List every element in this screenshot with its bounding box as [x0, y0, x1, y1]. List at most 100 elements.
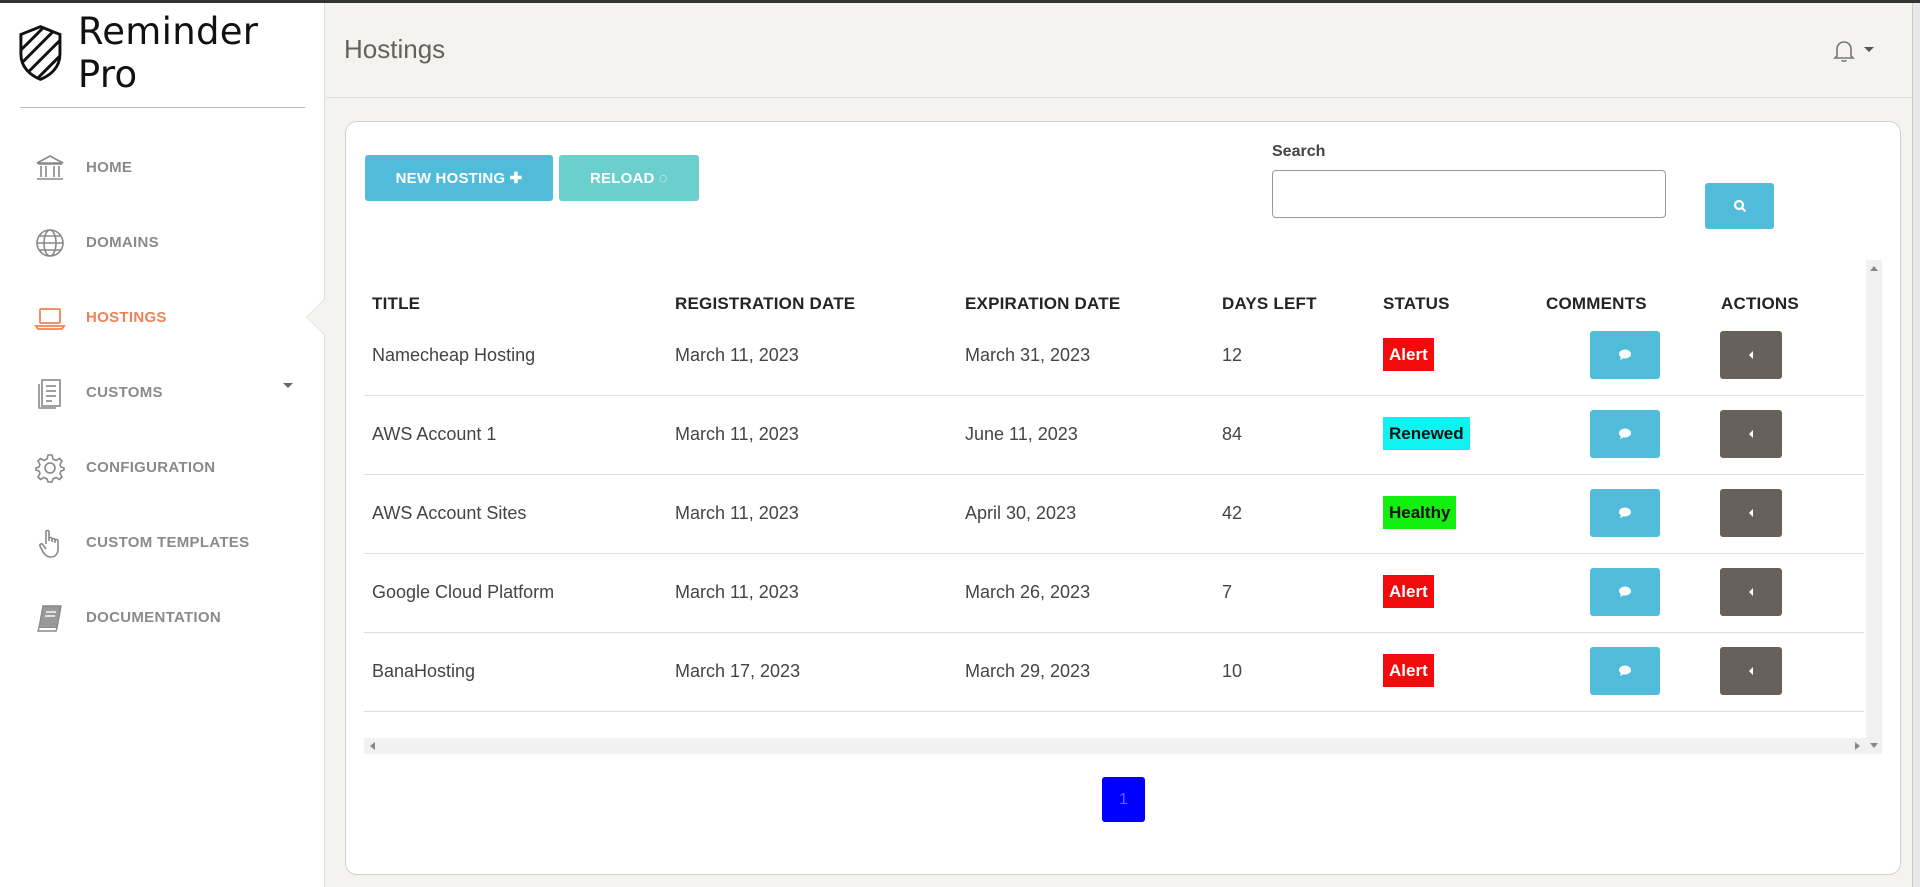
search-input[interactable] — [1272, 170, 1666, 218]
sidebar-item-documentation[interactable]: DOCUMENTATION — [0, 580, 325, 655]
table-horizontal-scrollbar[interactable] — [364, 738, 1866, 754]
table-header: TITLE REGISTRATION DATE EXPIRATION DATE … — [364, 260, 1864, 324]
comments-button[interactable] — [1590, 489, 1660, 537]
scroll-up-icon[interactable] — [1870, 266, 1878, 271]
actions-button[interactable] — [1720, 489, 1782, 537]
scroll-left-icon[interactable] — [370, 742, 375, 750]
table-row: BanaHosting March 17, 2023 March 29, 202… — [364, 633, 1864, 712]
cell-days-left: 10 — [1222, 661, 1243, 681]
caret-left-icon — [1749, 509, 1753, 517]
caret-left-icon — [1749, 667, 1753, 675]
sidebar-item-label: HOME — [86, 159, 133, 176]
status-badge: Alert — [1383, 575, 1434, 608]
gear-icon — [33, 451, 67, 485]
pointer-hand-icon — [33, 526, 67, 560]
sidebar-item-label: DOMAINS — [86, 234, 159, 251]
col-actions[interactable]: ACTIONS — [1721, 294, 1799, 313]
sidebar-item-label: CUSTOMS — [86, 384, 163, 401]
cell-days-left: 12 — [1222, 345, 1243, 365]
book-icon — [33, 601, 67, 635]
chevron-down-icon[interactable] — [283, 383, 293, 388]
col-status[interactable]: STATUS — [1383, 294, 1450, 313]
col-title[interactable]: TITLE — [372, 294, 421, 313]
sidebar-item-custom-templates[interactable]: CUSTOM TEMPLATES — [0, 505, 325, 580]
sidebar-item-home[interactable]: HOME — [0, 130, 325, 205]
page-scrollbar[interactable] — [1912, 3, 1920, 887]
col-comments[interactable]: COMMENTS — [1546, 294, 1647, 313]
status-badge: Alert — [1383, 338, 1434, 371]
sidebar-item-hostings[interactable]: HOSTINGS — [0, 280, 325, 355]
table-vertical-scrollbar[interactable] — [1866, 260, 1882, 754]
comments-button[interactable] — [1590, 568, 1660, 616]
table-row: AWS Account Sites March 11, 2023 April 3… — [364, 475, 1864, 554]
comment-icon — [1619, 507, 1631, 518]
search-button[interactable] — [1705, 183, 1774, 229]
cell-title: Google Cloud Platform — [372, 582, 555, 602]
status-badge: Renewed — [1383, 417, 1470, 450]
page-title: Hostings — [344, 34, 446, 64]
cell-title: AWS Account Sites — [372, 503, 527, 523]
cell-expiration: April 30, 2023 — [965, 503, 1077, 523]
cell-registration: March 11, 2023 — [675, 503, 799, 523]
sidebar-item-label: CONFIGURATION — [86, 459, 216, 476]
sidebar-item-label: DOCUMENTATION — [86, 609, 221, 626]
brand[interactable]: Reminder Pro — [0, 3, 324, 103]
cell-title: AWS Account 1 — [372, 424, 497, 444]
cell-expiration: March 29, 2023 — [965, 661, 1091, 681]
brand-name: Reminder Pro — [77, 10, 259, 96]
table-row: Namecheap Hosting March 11, 2023 March 3… — [364, 317, 1864, 396]
sidebar-item-label: HOSTINGS — [86, 309, 167, 326]
table-row: Google Cloud Platform March 11, 2023 Mar… — [364, 554, 1864, 633]
comment-icon — [1619, 665, 1631, 676]
sidebar-item-domains[interactable]: DOMAINS — [0, 205, 325, 280]
search-icon — [1733, 199, 1746, 213]
shield-logo-icon — [19, 25, 62, 81]
col-registration-date[interactable]: REGISTRATION DATE — [675, 294, 856, 313]
reload-button[interactable]: RELOAD ◌ — [559, 155, 699, 201]
globe-icon — [33, 226, 67, 260]
comments-button[interactable] — [1590, 331, 1660, 379]
sidebar-item-configuration[interactable]: CONFIGURATION — [0, 430, 325, 505]
cell-title: Namecheap Hosting — [372, 345, 536, 365]
comment-icon — [1619, 586, 1631, 597]
scroll-right-icon[interactable] — [1855, 742, 1860, 750]
cell-expiration: June 11, 2023 — [965, 424, 1078, 444]
active-indicator — [306, 298, 325, 336]
new-hosting-button[interactable]: NEW HOSTING ✚ — [365, 155, 553, 201]
cell-days-left: 42 — [1222, 503, 1243, 523]
caret-left-icon — [1749, 430, 1753, 438]
comment-icon — [1619, 349, 1631, 360]
scroll-down-icon[interactable] — [1870, 743, 1878, 748]
cell-registration: March 11, 2023 — [675, 424, 799, 444]
actions-button[interactable] — [1720, 568, 1782, 616]
comments-button[interactable] — [1590, 410, 1660, 458]
cell-title: BanaHosting — [372, 661, 476, 681]
caret-left-icon — [1749, 588, 1753, 596]
cell-expiration: March 31, 2023 — [965, 345, 1091, 365]
col-expiration-date[interactable]: EXPIRATION DATE — [965, 294, 1121, 313]
cell-registration: March 11, 2023 — [675, 582, 799, 602]
cell-days-left: 7 — [1222, 582, 1233, 602]
pagination-page-button[interactable]: 1 — [1102, 777, 1145, 822]
laptop-icon — [33, 301, 67, 335]
comment-icon — [1619, 428, 1631, 439]
sidebar: Reminder Pro HOME DOMAINS HOSTINGS CUST — [0, 3, 325, 887]
hostings-table: TITLE REGISTRATION DATE EXPIRATION DATE … — [364, 260, 1882, 754]
document-icon — [33, 376, 67, 410]
cell-days-left: 84 — [1222, 424, 1243, 444]
top-navbar: Hostings — [326, 3, 1920, 98]
comments-button[interactable] — [1590, 647, 1660, 695]
status-badge: Healthy — [1383, 496, 1457, 529]
actions-button[interactable] — [1720, 647, 1782, 695]
sidebar-item-customs[interactable]: CUSTOMS — [0, 355, 325, 430]
hostings-card: NEW HOSTING ✚ RELOAD ◌ Search TITLE REGI… — [345, 121, 1901, 875]
col-days-left[interactable]: DAYS LEFT — [1222, 294, 1317, 313]
actions-button[interactable] — [1720, 410, 1782, 458]
sidebar-item-label: CUSTOM TEMPLATES — [86, 534, 250, 551]
cell-registration: March 17, 2023 — [675, 661, 801, 681]
table-row: AWS Account 1 March 11, 2023 June 11, 20… — [364, 396, 1864, 475]
actions-button[interactable] — [1720, 331, 1782, 379]
chevron-down-icon[interactable] — [1864, 47, 1874, 52]
divider — [20, 107, 305, 108]
bell-icon[interactable] — [1833, 39, 1855, 63]
